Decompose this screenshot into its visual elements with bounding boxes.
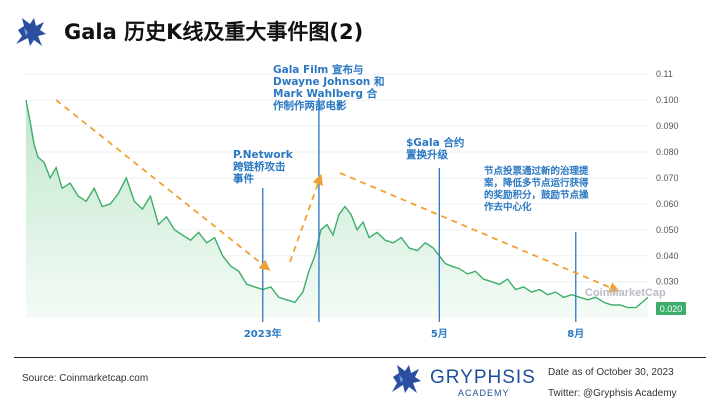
coinmarketcap-watermark: CoinMarketCap [585,287,666,299]
footer-divider [14,357,706,358]
brand-subtitle: ACADEMY [458,388,510,398]
source-label: Source: Coinmarketcap.com [22,373,149,384]
y-tick-label: 0.070 [656,173,679,183]
y-tick-label: 0.090 [656,121,679,131]
gryphsis-logo-icon [16,18,46,46]
event-annotation-pnetwork: P.Network 跨链桥攻击 事件 [233,149,293,185]
x-tick-label: 5月 [431,328,448,340]
twitter-handle: Twitter: @Gryphsis Academy [548,388,677,399]
event-annotation-gala-film: Gala Film 宣布与 Dwayne Johnson 和 Mark Wahl… [273,64,385,112]
event-annotation-node-governance: 节点投票通过新的治理提 案，降低多节点运行获得 的奖励积分，鼓励节点操 作去中心… [484,166,589,213]
x-tick-label: 8月 [567,328,584,340]
current-price-label: 0.020 [660,304,683,314]
current-price-badge [656,302,686,315]
brand-name: GRYPHSIS [430,367,536,388]
y-tick-label: 0.040 [656,251,679,261]
date-label: Date as of October 30, 2023 [548,367,674,378]
price-area [26,100,648,318]
y-tick-label: 0.11 [656,69,673,79]
page-title: Gala 历史K线及重大事件图(2) [64,20,364,44]
y-tick-label: 0.080 [656,147,679,157]
y-tick-label: 0.060 [656,199,679,209]
y-tick-label: 0.100 [656,95,679,105]
price-line [25,99,649,309]
y-tick-label: 0.030 [656,277,679,287]
gryphsis-academy-logo-icon [392,365,421,393]
trend-arrows [55,99,620,293]
event-annotation-contract-swap: $Gala 合约 置换升级 [406,137,465,161]
y-tick-label: 0.050 [656,225,679,235]
x-tick-label: 2023年 [244,327,282,340]
